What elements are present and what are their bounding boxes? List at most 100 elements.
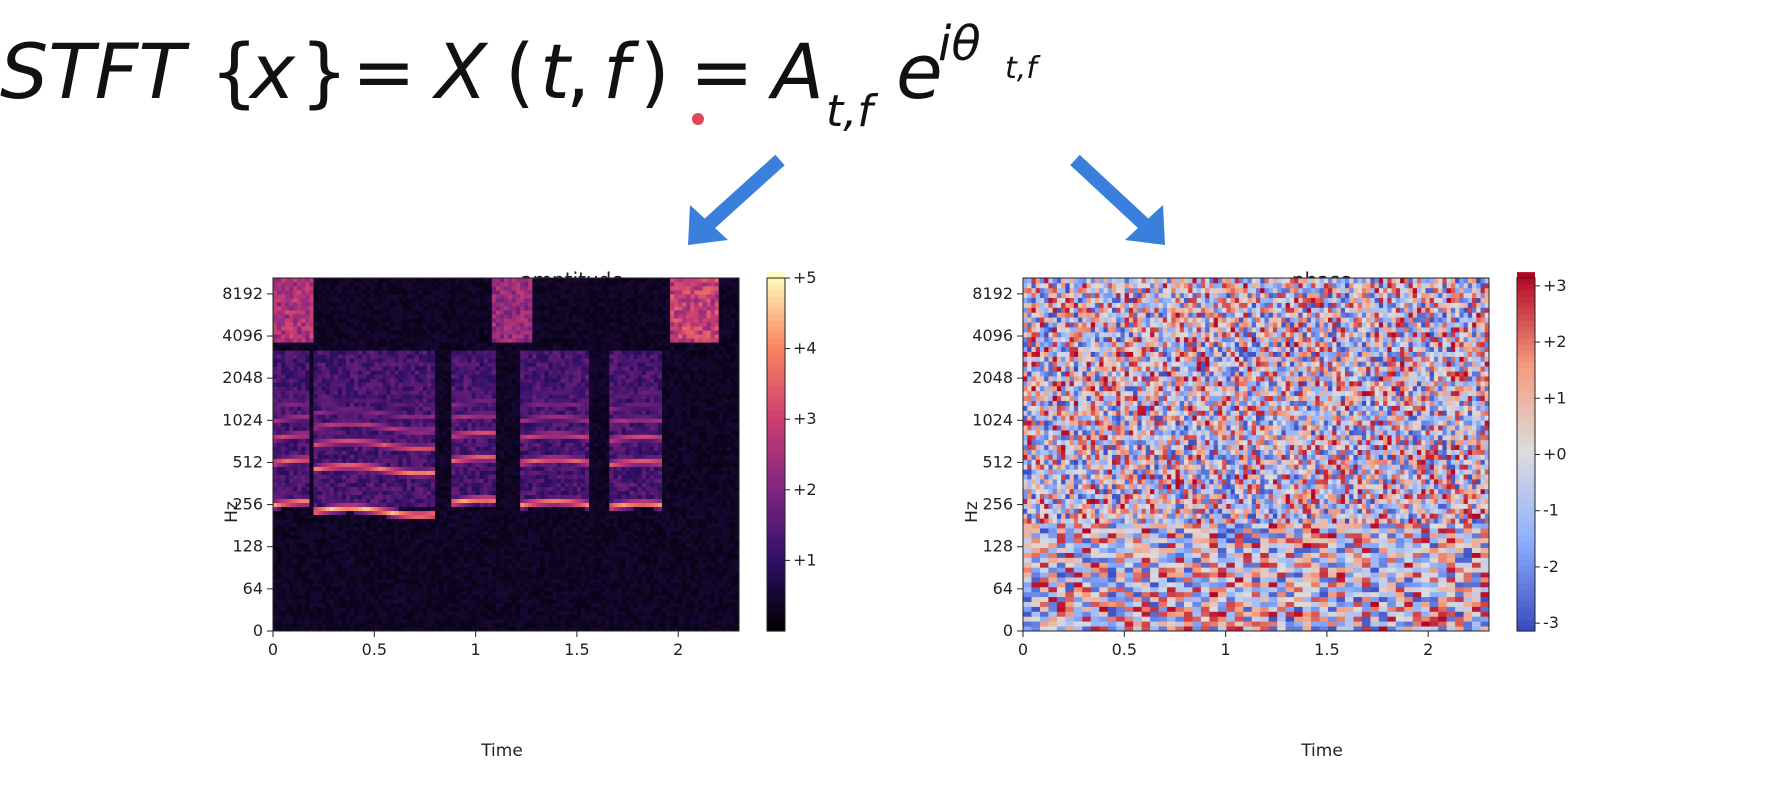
amplitude-cell [386, 574, 391, 580]
amplitude-cell [410, 490, 416, 496]
amplitude-cell [487, 398, 493, 403]
amplitude-cell [487, 298, 493, 303]
amplitude-cell [309, 478, 314, 483]
amplitude-cell [435, 442, 440, 447]
amplitude-cell [439, 314, 444, 319]
amplitude-cell [370, 434, 375, 439]
amplitude-cell [293, 386, 298, 391]
amplitude-cell [273, 426, 278, 431]
amplitude-cell [301, 546, 306, 552]
amplitude-cell [349, 490, 355, 496]
amplitude-cell [358, 302, 363, 307]
amplitude-cell [341, 402, 347, 407]
amplitude-cell [378, 378, 383, 383]
amplitude-cell [467, 522, 472, 528]
amplitude-cell [297, 382, 302, 387]
amplitude-cell [414, 606, 420, 612]
amplitude-cell [495, 450, 501, 455]
amplitude-cell [443, 298, 448, 303]
amplitude-cell [475, 486, 481, 492]
amplitude-cell [374, 606, 379, 612]
amplitude-cell [333, 482, 339, 487]
amplitude-cell [410, 578, 416, 584]
amplitude-cell [329, 426, 335, 431]
amplitude-cell [305, 510, 310, 516]
amplitude-cell [443, 514, 448, 520]
amplitude-cell [451, 446, 456, 451]
amplitude-cell [475, 450, 481, 455]
amplitude-cell [471, 482, 477, 487]
amplitude-cell [499, 606, 505, 612]
amplitude-cell [475, 326, 481, 331]
amplitude-cell [358, 586, 363, 592]
amplitude-cell [273, 550, 278, 556]
amplitude-cell [325, 430, 331, 435]
amplitude-cell [398, 558, 404, 564]
amplitude-cell [483, 398, 489, 403]
amplitude-cell [455, 570, 460, 576]
amplitude-cell [414, 514, 420, 520]
amplitude-cell [313, 434, 318, 439]
amplitude-cell [349, 338, 355, 343]
amplitude-cell [349, 598, 355, 604]
amplitude-cell [475, 586, 481, 592]
amplitude-cell [309, 474, 314, 479]
amplitude-cell [406, 498, 412, 504]
amplitude-cell [394, 278, 400, 283]
amplitude-cell [362, 402, 367, 407]
amplitude-cell [358, 590, 363, 596]
amplitude-cell [325, 442, 331, 447]
amplitude-cell [325, 546, 331, 552]
amplitude-cell [289, 574, 294, 580]
amplitude-cell [455, 498, 460, 504]
amplitude-cell [459, 454, 464, 459]
amplitude-cell [483, 354, 489, 359]
amplitude-cell [414, 326, 420, 331]
amplitude-cell [378, 406, 383, 411]
amplitude-cell [414, 530, 420, 536]
amplitude-cell [463, 450, 468, 455]
amplitude-cell [398, 426, 404, 431]
amplitude-cell [325, 358, 331, 363]
amplitude-cell [386, 594, 391, 600]
amplitude-cell [386, 582, 391, 588]
formula-comma: , [566, 27, 590, 116]
amplitude-cell [390, 502, 395, 508]
amplitude-cell [398, 578, 404, 584]
amplitude-cell [406, 570, 412, 576]
amplitude-cell [402, 298, 408, 303]
amplitude-cell [317, 594, 323, 600]
amplitude-cell [366, 582, 371, 588]
amplitude-cell [410, 594, 416, 600]
amplitude-cell [374, 458, 379, 463]
amplitude-cell [382, 286, 387, 291]
amplitude-cell [398, 310, 404, 315]
amplitude-cell [313, 410, 318, 415]
amplitude-cell [345, 410, 351, 415]
amplitude-cell [293, 394, 298, 399]
amplitude-cell [487, 378, 493, 383]
amplitude-cell [390, 330, 395, 335]
amplitude-cell [345, 590, 351, 596]
amplitude-cell [289, 490, 294, 496]
amplitude-cell [479, 530, 485, 536]
amplitude-cell [495, 546, 501, 552]
amplitude-cell [289, 454, 294, 459]
amplitude-cell [402, 574, 408, 580]
amplitude-cell [341, 554, 347, 560]
amplitude-cell [386, 466, 391, 471]
amplitude-cell [309, 346, 314, 351]
amplitude-cell [499, 534, 505, 540]
amplitude-cell [382, 470, 387, 475]
amplitude-cell [479, 538, 485, 544]
amplitude-cell [499, 542, 505, 548]
amplitude-cell [431, 462, 436, 467]
amplitude-cell [285, 594, 290, 600]
amplitude-cell [451, 298, 456, 303]
amplitude-cell [378, 278, 383, 283]
amplitude-cell [431, 530, 436, 536]
stft-formula: STFT { x } = X ( t , f ) = A t,f e iθ t,… [0, 16, 1041, 137]
amplitude-cell [410, 422, 416, 427]
amplitude-cell [293, 398, 298, 403]
amplitude-cell [305, 398, 310, 403]
